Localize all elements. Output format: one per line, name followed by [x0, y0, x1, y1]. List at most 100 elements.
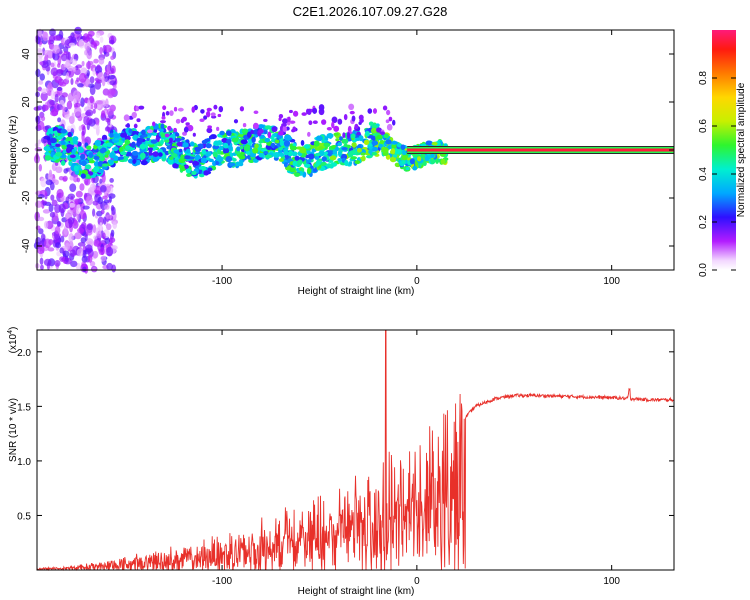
spectrogram-noise-blob	[109, 178, 114, 183]
spectrogram-ridge-blob	[278, 152, 285, 157]
spectrogram-ridge-blob	[299, 147, 307, 154]
spectrogram-noise-blob	[96, 79, 103, 84]
spectrogram-ridge-blob	[72, 138, 78, 145]
spectrogram-outlier-blob	[126, 123, 130, 128]
spectrogram-ridge-blob	[368, 121, 374, 126]
spectrogram-ridge-blob	[160, 139, 164, 145]
spectrogram-outlier-blob	[281, 123, 287, 127]
spectrogram-outlier-blob	[263, 118, 268, 122]
spectrogram-x-tick-label: -100	[212, 276, 232, 287]
spectrogram-outlier-blob	[388, 116, 393, 122]
spectrogram-noise-blob	[63, 168, 69, 174]
spectrogram-outlier-blob	[182, 131, 187, 136]
spectrogram-noise-blob	[37, 194, 45, 199]
spectrogram-ridge-blob	[215, 161, 219, 166]
spectrogram-noise-blob	[62, 175, 68, 182]
spectrogram-noise-blob	[51, 178, 57, 183]
spectrogram-ridge-blob	[304, 163, 311, 168]
spectrogram-ridge-blob	[183, 155, 191, 160]
spectrogram-ridge-blob	[101, 134, 108, 142]
snr-x-label: Height of straight line (km)	[298, 586, 415, 597]
spectrogram-noise-blob	[105, 185, 111, 193]
spectrogram-ridge-blob	[222, 142, 229, 149]
spectrogram-outlier-blob	[133, 123, 138, 129]
spectrogram-ridge-blob	[396, 143, 402, 148]
spectrogram-ridge-blob	[107, 159, 114, 164]
spectrogram-y-ticks: -40 -20 0 20 40	[21, 48, 674, 253]
spectrogram-noise-blob	[102, 232, 106, 240]
colorbar-tick-label: 0.0	[698, 263, 709, 277]
spectrogram-noise-blob	[87, 98, 91, 109]
spectrogram-outlier-blob	[187, 124, 194, 132]
spectrogram-ridge-blob	[176, 141, 183, 147]
spectrogram-outlier-blob	[218, 105, 224, 113]
spectrogram-noise-blob	[57, 221, 62, 227]
colorbar-tick-label: 0.2	[698, 215, 709, 229]
snr-frame	[36, 329, 675, 571]
spectrogram-outlier-blob	[271, 126, 278, 133]
spectrogram-ridge-blob	[321, 156, 327, 162]
spectrogram-ridge-blob	[360, 152, 366, 156]
spectrogram-noise-blob	[105, 214, 113, 219]
spectrogram-outlier-blob	[331, 116, 338, 124]
snr-x-tick-label: 100	[603, 576, 620, 587]
spectrogram-ridge-blob	[368, 149, 373, 154]
carrier-band-core	[407, 148, 674, 152]
spectrogram-y-tick-label: 20	[21, 96, 32, 108]
spectrogram-outlier-blob	[203, 115, 208, 120]
spectrogram-noise-blob	[56, 86, 63, 91]
spectrogram-noise-blob	[110, 205, 115, 212]
spectrogram-noise-blob	[97, 216, 104, 226]
snr-y-tick-label: 1.5	[17, 402, 31, 413]
spectrogram-ridge-blob	[246, 131, 252, 138]
spectrogram-noise-blob	[104, 237, 110, 244]
spectrogram-ridge-blob	[139, 143, 146, 150]
spectrogram-outlier-blob	[138, 105, 145, 110]
spectrogram-ridge-blob	[171, 133, 177, 139]
spectrogram-ridge-blob	[401, 160, 406, 164]
spectrogram-ridge-blob	[43, 145, 51, 152]
spectrogram-ridge-blob	[390, 144, 397, 149]
spectrogram-ridge-blob	[306, 167, 312, 174]
spectrogram-ridge-blob	[140, 160, 148, 166]
spectrogram-noise-blob	[42, 31, 49, 42]
spectrogram-ridge-blob	[182, 142, 189, 148]
spectrogram-noise-blob	[100, 209, 105, 215]
spectrogram-ridge-blob	[120, 151, 127, 156]
spectrogram-noise-blob	[50, 62, 55, 68]
spectrogram-ridge-blob	[88, 159, 96, 164]
spectrogram-ridge-blob	[409, 158, 415, 165]
colorbar-label: Normalized spectral amplitude	[736, 82, 747, 217]
spectrogram-ridge-blob	[385, 139, 392, 145]
spectrogram-ridge-blob	[97, 160, 104, 167]
spectrogram-ridge-blob	[198, 166, 204, 170]
spectrogram-outlier-blob	[376, 127, 382, 133]
spectrogram-ridge-blob	[351, 142, 357, 148]
spectrogram-ridge-blob	[132, 159, 137, 164]
spectrogram-ridge-blob	[173, 149, 180, 154]
spectrogram-ridge-blob	[314, 152, 321, 157]
spectrogram-noise-blob	[35, 115, 41, 125]
spectrogram-outlier-blob	[131, 111, 137, 119]
spectrogram-outlier-blob	[183, 126, 189, 133]
spectrogram-ridge-blob	[346, 144, 351, 149]
spectrogram-outlier-blob	[191, 106, 196, 113]
spectrogram-ridge-blob	[60, 140, 66, 146]
spectrogram-noise-blob	[93, 58, 99, 64]
spectrogram-ridge-blob	[329, 155, 337, 161]
spectrogram-noise-blob	[96, 64, 101, 71]
spectrogram-outlier-blob	[326, 126, 332, 131]
spectrogram-ridge-blob	[94, 139, 102, 147]
spectrogram-ridge-blob	[354, 160, 361, 165]
spectrogram-noise-blob	[68, 42, 76, 47]
spectrogram-ridge-blob	[335, 138, 340, 142]
spectrogram-ridge-blob	[257, 124, 265, 129]
spectrogram-ridge-blob	[67, 131, 73, 138]
spectrogram-noise-blob	[44, 220, 49, 229]
spectrogram-ridge-blob	[292, 160, 298, 167]
spectrogram-ridge-blob	[205, 143, 212, 149]
spectrogram-ridge-blob	[146, 132, 154, 136]
spectrogram-noise-blob	[99, 222, 103, 231]
spectrogram-noise-blob	[86, 223, 94, 231]
spectrogram-noise-blob	[82, 266, 87, 273]
